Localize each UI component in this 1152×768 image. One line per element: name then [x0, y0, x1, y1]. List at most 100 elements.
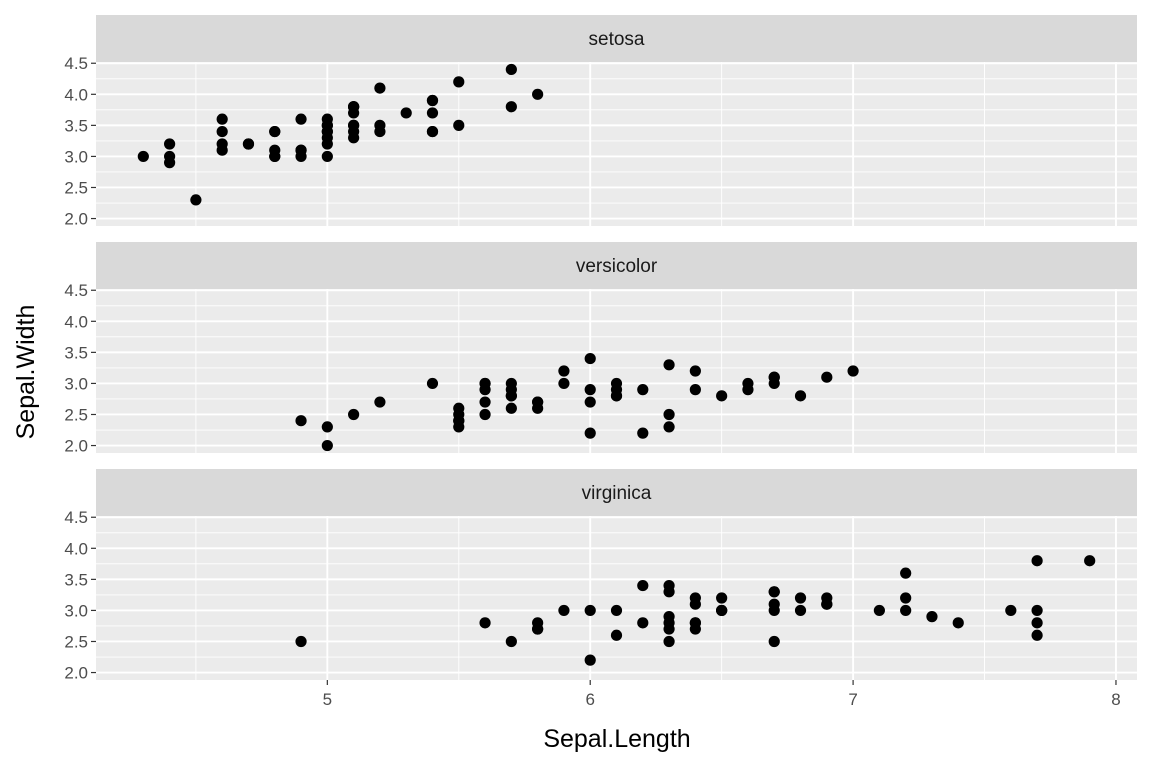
- data-point: [663, 359, 675, 371]
- y-tick-label: 3.0: [64, 374, 88, 393]
- y-axis-title: Sepal.Width: [12, 305, 40, 440]
- data-point: [689, 598, 701, 610]
- data-point: [558, 604, 570, 617]
- data-point: [637, 427, 649, 439]
- data-point: [637, 617, 649, 629]
- data-point: [900, 604, 912, 617]
- data-point: [689, 617, 701, 629]
- data-point: [295, 113, 307, 125]
- data-point: [637, 579, 649, 592]
- data-point: [505, 63, 517, 76]
- data-point: [164, 150, 176, 163]
- data-point: [584, 396, 596, 408]
- data-point: [1031, 555, 1043, 567]
- y-tick-label: 2.5: [64, 178, 88, 197]
- data-point: [742, 377, 754, 390]
- data-point: [400, 107, 412, 119]
- data-point: [610, 604, 623, 617]
- data-point: [926, 611, 938, 623]
- data-point: [768, 604, 780, 617]
- data-point: [426, 94, 439, 107]
- data-point: [952, 617, 964, 629]
- x-tick-label: 7: [848, 690, 857, 709]
- data-point: [610, 629, 623, 641]
- data-point: [689, 384, 701, 396]
- data-point: [453, 76, 465, 88]
- y-tick-label: 3.5: [64, 343, 88, 362]
- data-point: [1005, 604, 1017, 617]
- data-point: [716, 604, 728, 617]
- panel-background: [96, 289, 1137, 453]
- data-point: [663, 635, 675, 648]
- panel-background: [96, 62, 1137, 226]
- data-point: [479, 408, 491, 421]
- y-tick-label: 4.5: [64, 281, 88, 300]
- data-point: [584, 427, 596, 439]
- facet-strip: [96, 15, 1137, 62]
- data-point: [584, 654, 596, 666]
- data-point: [532, 623, 544, 635]
- data-point: [242, 138, 255, 150]
- data-point: [794, 390, 807, 402]
- data-point: [558, 365, 570, 377]
- data-point: [479, 396, 491, 408]
- data-points: [295, 555, 1096, 666]
- data-point: [426, 125, 439, 138]
- data-point: [1031, 604, 1043, 617]
- data-point: [716, 390, 728, 402]
- y-tick-label: 3.5: [64, 570, 88, 589]
- data-point: [794, 604, 807, 617]
- y-tick-label: 3.0: [64, 601, 88, 620]
- facet-strip: [96, 469, 1137, 516]
- data-point: [269, 125, 281, 138]
- facet-virginica: virginica 2.0 2.5 3.0 3.5 4.0 4.5: [64, 469, 1137, 683]
- data-point: [164, 138, 176, 150]
- panel-background: [96, 516, 1137, 680]
- data-point: [374, 125, 386, 138]
- y-tick-label: 4.0: [64, 312, 88, 331]
- data-point: [321, 132, 333, 144]
- data-point: [295, 415, 307, 427]
- data-point: [348, 125, 360, 138]
- x-tick-label: 8: [1111, 690, 1120, 709]
- data-point: [321, 119, 333, 131]
- data-points: [295, 352, 859, 452]
- data-point: [663, 421, 675, 433]
- data-point: [768, 586, 780, 598]
- data-point: [610, 377, 623, 390]
- data-point: [505, 402, 517, 414]
- data-point: [295, 144, 307, 156]
- data-point: [768, 635, 780, 648]
- data-point: [216, 113, 228, 125]
- data-point: [374, 82, 386, 94]
- y-tick-label: 2.5: [64, 632, 88, 651]
- y-tick-label: 2.5: [64, 405, 88, 424]
- y-tick-label: 2.0: [64, 664, 88, 683]
- data-point: [453, 402, 465, 414]
- data-point: [558, 377, 570, 390]
- data-point: [532, 88, 544, 100]
- data-point: [505, 101, 517, 113]
- data-points: [137, 63, 544, 206]
- data-point: [269, 150, 281, 163]
- data-point: [900, 567, 912, 579]
- data-point: [453, 119, 465, 131]
- data-point: [716, 592, 728, 604]
- data-point: [900, 592, 912, 604]
- data-point: [426, 107, 439, 119]
- facet-strip-label: virginica: [582, 483, 652, 504]
- y-tick-label: 4.0: [64, 85, 88, 104]
- data-point: [873, 604, 885, 617]
- data-point: [321, 439, 333, 452]
- data-point: [663, 579, 675, 592]
- data-point: [505, 635, 517, 648]
- data-point: [1031, 617, 1043, 629]
- data-point: [1084, 555, 1096, 567]
- data-point: [663, 408, 675, 421]
- data-point: [821, 598, 833, 610]
- data-point: [374, 396, 386, 408]
- facet-panels: setosa 2.0 2.5 3.0 3.5 4.0 4.5 versicolor 2.0 2.5…: [64, 15, 1137, 683]
- data-point: [321, 421, 333, 433]
- facet-strip: [96, 242, 1137, 289]
- data-point: [190, 194, 202, 206]
